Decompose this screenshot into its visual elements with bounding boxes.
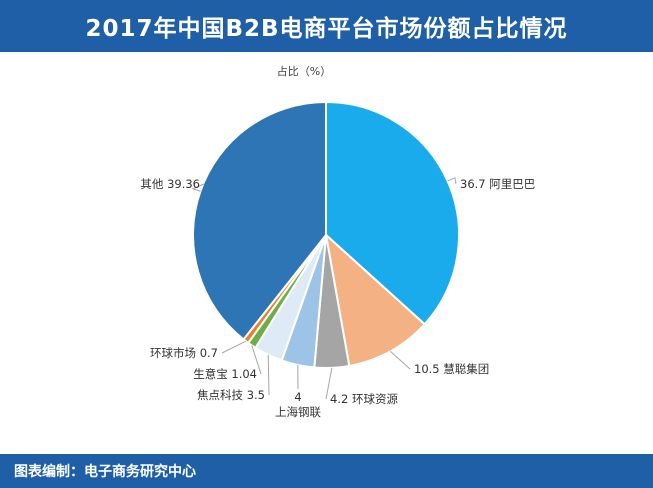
slice-name-label: 上海钢联 [275, 405, 321, 419]
leader-line [447, 177, 457, 185]
leader-line [390, 350, 411, 370]
pie-slices [192, 100, 460, 369]
leader-lines [191, 177, 457, 400]
slice-label: 焦点科技 3.5 [197, 388, 265, 402]
slice-label: 36.7 阿里巴巴 [460, 177, 535, 191]
leader-line [221, 340, 247, 354]
chart-footer: 图表编制：电子商务研究中心 [0, 454, 653, 488]
slice-label: 生意宝 1.04 [193, 367, 257, 381]
leader-line [267, 354, 270, 396]
source-note: 图表编制：电子商务研究中心 [14, 464, 196, 480]
pie-slice [192, 100, 327, 341]
series-label: 占比（%） [277, 64, 331, 78]
slice-label: 4.2 环球资源 [330, 392, 398, 406]
chart-area: 占比（%） 36.7 阿里巴巴 10.5 慧聪集团 4.2 环球资源 4 上海钢联 焦点科… [0, 52, 653, 454]
slice-label: 环球市场 0.7 [150, 346, 218, 360]
slice-label: 10.5 慧聪集团 [414, 362, 489, 376]
chart-title: 2017年中国B2B电商平台市场份额占比情况 [85, 16, 568, 42]
leader-line [191, 183, 205, 192]
leader-line [325, 367, 333, 400]
chart-header: 2017年中国B2B电商平台市场份额占比情况 [0, 0, 653, 52]
pie-chart: 占比（%） 36.7 阿里巴巴 10.5 慧聪集团 4.2 环球资源 4上海钢联焦点科… [140, 64, 535, 419]
leader-line [251, 345, 262, 375]
slice-value-label: 4 [294, 390, 301, 404]
slice-label: 其他 39.36 [140, 177, 200, 191]
